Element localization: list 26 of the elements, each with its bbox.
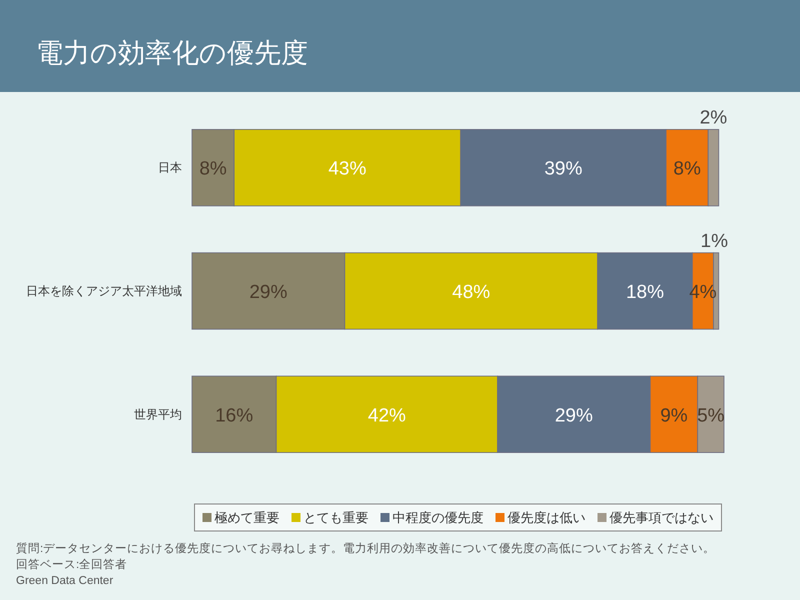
legend-label: 極めて重要 [214,510,280,525]
annotation: 回答ベース:全回答者 [16,559,128,571]
annotation: Green Data Center [16,575,114,587]
category-label: 日本を除くアジア太平洋地域 [26,284,182,298]
data-label: 16% [215,405,254,426]
data-label: 8% [199,158,227,180]
legend-label: 中程度の優先度 [392,510,484,525]
data-label: 43% [328,158,366,180]
data-label: 2% [700,107,728,128]
title: 電力の効率化の優先度 [36,38,308,68]
legend-label: とても重要 [304,510,368,525]
legend-label: 優先事項ではない [610,510,714,525]
data-label: 29% [554,405,593,426]
data-label: 42% [368,405,406,426]
data-label: 1% [700,230,728,252]
category-label: 世界平均 [134,407,182,422]
data-label: 5% [697,405,725,426]
data-label: 18% [626,282,664,303]
data-label: 48% [452,282,490,303]
category-label: 日本 [158,160,182,175]
legend-label: 優先度は低い [508,510,586,525]
data-label: 9% [660,405,688,426]
data-label: 8% [673,158,701,180]
data-label: 29% [249,282,288,303]
data-label: 39% [544,158,582,180]
annotation: 質問:データセンターにおける優先度についてお尋ねします。電力利用の効率改善について優先度の高低についてお答えください。 [16,543,716,555]
